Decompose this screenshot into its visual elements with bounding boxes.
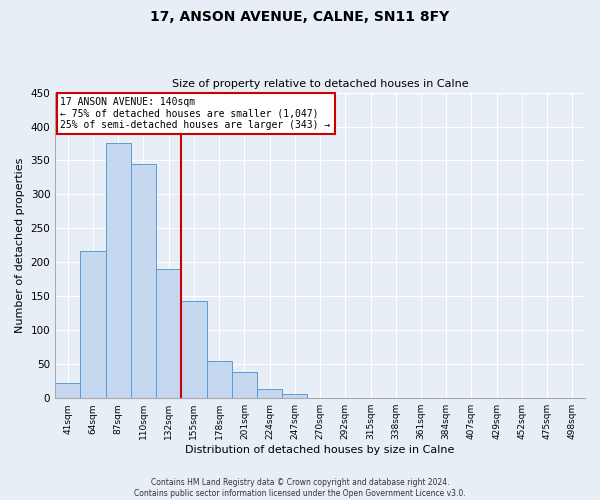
Bar <box>156 269 181 398</box>
Bar <box>131 164 156 398</box>
Bar <box>257 390 282 398</box>
Bar <box>232 372 257 398</box>
Text: 17, ANSON AVENUE, CALNE, SN11 8FY: 17, ANSON AVENUE, CALNE, SN11 8FY <box>151 10 449 24</box>
Text: Contains HM Land Registry data © Crown copyright and database right 2024.
Contai: Contains HM Land Registry data © Crown c… <box>134 478 466 498</box>
Text: 17 ANSON AVENUE: 140sqm
← 75% of detached houses are smaller (1,047)
25% of semi: 17 ANSON AVENUE: 140sqm ← 75% of detache… <box>61 97 331 130</box>
Title: Size of property relative to detached houses in Calne: Size of property relative to detached ho… <box>172 79 469 89</box>
Bar <box>282 394 307 398</box>
Bar <box>181 301 206 398</box>
Y-axis label: Number of detached properties: Number of detached properties <box>15 158 25 333</box>
X-axis label: Distribution of detached houses by size in Calne: Distribution of detached houses by size … <box>185 445 455 455</box>
Bar <box>80 251 106 398</box>
Bar <box>106 144 131 398</box>
Bar <box>55 382 80 398</box>
Bar <box>206 361 232 398</box>
